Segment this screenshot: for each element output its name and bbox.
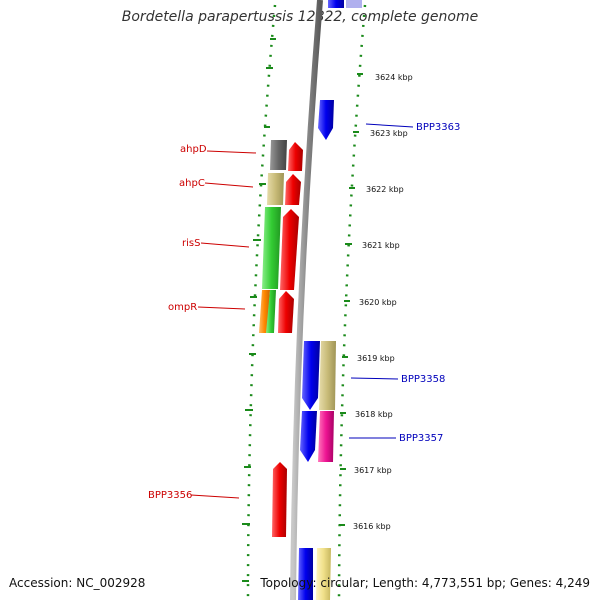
scale-label-3624: 3624 kbp: [375, 73, 413, 82]
gene-BPP3357[interactable]: [318, 411, 334, 462]
scale-label-3623: 3623 kbp: [370, 129, 408, 138]
gene-top-blue[interactable]: [328, 0, 344, 8]
gene-BPP3356[interactable]: [272, 462, 287, 537]
right-ruler: [337, 4, 367, 600]
gene-blue-3356b[interactable]: [300, 411, 317, 462]
gene-risS[interactable]: [280, 209, 299, 290]
gene-label-BPP3363[interactable]: BPP3363: [416, 122, 460, 133]
gene-blue-3359[interactable]: [302, 341, 320, 410]
gene-label-ahpC[interactable]: ahpC: [179, 178, 205, 189]
gene-label-group-left: [190, 150, 257, 499]
gene-label-ahpD[interactable]: ahpD: [180, 144, 207, 155]
left-ruler: [242, 4, 277, 600]
gene-risS-green[interactable]: [262, 207, 281, 289]
gene-label-group-right: [349, 123, 414, 439]
gene-ompR[interactable]: [278, 291, 294, 333]
map-title: Bordetella parapertussis 12822, complete…: [121, 9, 479, 25]
gene-bottom-yellow[interactable]: [316, 548, 331, 600]
genome-summary-text: Topology: circular; Length: 4,773,551 bp…: [260, 576, 590, 590]
gene-label-BPP3358[interactable]: BPP3358: [401, 374, 445, 385]
scale-label-3619: 3619 kbp: [357, 354, 395, 363]
gene-bottom-blue[interactable]: [298, 548, 313, 600]
accession-text: Accession: NC_002928: [9, 576, 146, 590]
gene-ompR-green[interactable]: [266, 290, 276, 333]
scale-label-3618: 3618 kbp: [355, 410, 393, 419]
scale-label-3616: 3616 kbp: [353, 522, 391, 531]
gene-label-BPP3357[interactable]: BPP3357: [399, 433, 443, 444]
scale-label-3617: 3617 kbp: [354, 466, 392, 475]
scale-label-3622: 3622 kbp: [366, 185, 404, 194]
gene-label-ompR[interactable]: ompR: [168, 302, 197, 313]
gene-label-risS[interactable]: risS: [182, 238, 200, 249]
gene-ahpD[interactable]: [288, 142, 303, 171]
gene-BPP3358[interactable]: [319, 341, 336, 410]
gene-ahpC[interactable]: [285, 174, 301, 205]
gene-top-lavender[interactable]: [346, 0, 362, 8]
genome-backbone: [290, 0, 323, 600]
scale-label-3621: 3621 kbp: [362, 241, 400, 250]
gene-BPP3363[interactable]: [318, 100, 334, 140]
gene-label-BPP3356[interactable]: BPP3356: [148, 490, 192, 501]
gene-ahpC-khaki[interactable]: [267, 173, 284, 205]
gene-ahpD-gray[interactable]: [270, 140, 287, 170]
scale-label-3620: 3620 kbp: [359, 298, 397, 307]
